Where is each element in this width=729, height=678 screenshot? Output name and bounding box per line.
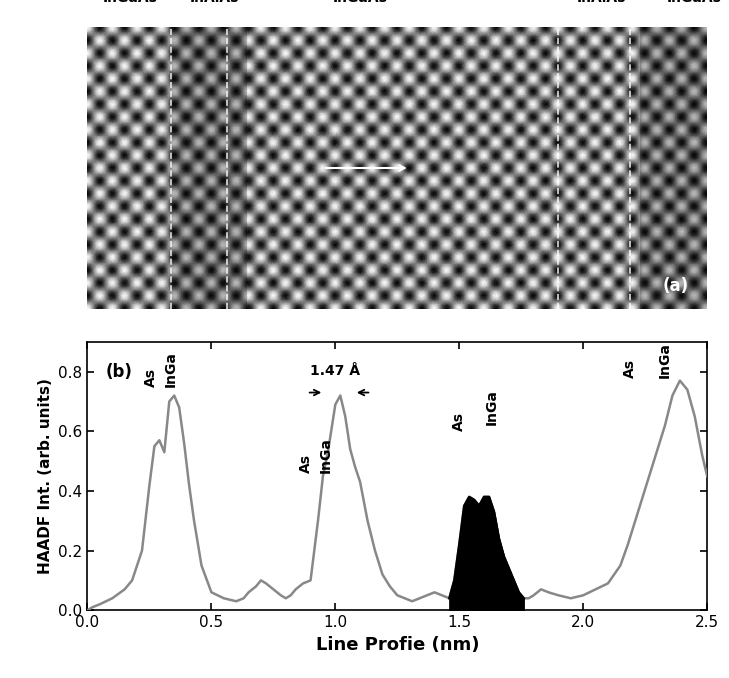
Text: InGaAs: InGaAs	[332, 0, 388, 5]
Text: InGa: InGa	[319, 437, 332, 473]
Text: InAlAs: InAlAs	[190, 0, 239, 5]
X-axis label: Line Profie (nm): Line Profie (nm)	[316, 635, 479, 654]
Y-axis label: HAADF Int. (arb. units): HAADF Int. (arb. units)	[38, 378, 52, 574]
Text: InGaAs: InGaAs	[103, 0, 158, 5]
Text: As: As	[452, 412, 467, 431]
Text: As: As	[623, 359, 637, 378]
Text: InGa: InGa	[485, 389, 499, 425]
Text: (b): (b)	[106, 363, 133, 381]
Text: (a): (a)	[663, 277, 688, 295]
Text: As: As	[299, 454, 313, 473]
Text: 1.47 Å: 1.47 Å	[311, 363, 360, 378]
Text: InAlAs: InAlAs	[577, 0, 626, 5]
Text: InGaAs: InGaAs	[667, 0, 722, 5]
Text: As: As	[144, 367, 157, 386]
Text: InGa: InGa	[163, 351, 178, 386]
Text: InGa: InGa	[658, 342, 672, 378]
